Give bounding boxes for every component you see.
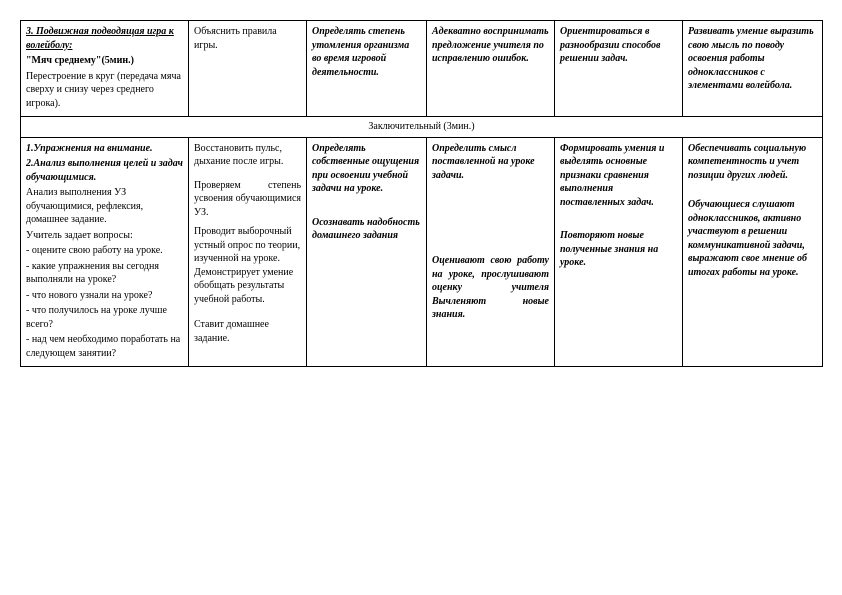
p1: Определить смысл поставленной на уроке з… xyxy=(432,143,535,181)
p1: Обеспечивать социальную компетентность и… xyxy=(688,143,806,181)
cell-activity: 1.Упражнения на внимание. 2.Анализ выпол… xyxy=(21,137,189,367)
line1: 1.Упражнения на внимание. xyxy=(26,143,153,154)
p3: Проводит выборочный устный опрос по теор… xyxy=(194,225,301,306)
p1: Анализ выполнения УЗ обучающимися, рефле… xyxy=(26,186,183,227)
p2: Осознавать надобность домашнего задания xyxy=(312,217,420,242)
text: Адекватно воспринимать предложение учите… xyxy=(432,26,549,64)
table-row: 1.Упражнения на внимание. 2.Анализ выпол… xyxy=(21,137,823,367)
cell-regulative: Определять степень утомления организма в… xyxy=(307,21,427,117)
p2: Повторяют новые полученные знания на уро… xyxy=(560,230,658,268)
text: Развивать умение выразить свою мысль по … xyxy=(688,26,814,91)
p2: Учитель задает вопросы: xyxy=(26,229,183,243)
activity-text: Перестроение в круг (передача мяча сверх… xyxy=(26,70,183,111)
cell-teacher: Восстановить пульс, дыхание после игры. … xyxy=(189,137,307,367)
cell-cognitive: Формировать умения и выделять основные п… xyxy=(555,137,683,367)
activity-title: 3. Подвижная подводящая игра к волейболу… xyxy=(26,26,174,51)
table-row: 3. Подвижная подводящая игра к волейболу… xyxy=(21,21,823,117)
section-header-cell: Заключительный (3мин.) xyxy=(21,117,823,138)
text: Определять степень утомления организма в… xyxy=(312,26,409,78)
p6: - что получилось на уроке лучше всего? xyxy=(26,304,183,331)
cell-communicative: Развивать умение выразить свою мысль по … xyxy=(683,21,823,117)
p2: Проверяем степень усвоения обучающимися … xyxy=(194,179,301,220)
cell-personal: Адекватно воспринимать предложение учите… xyxy=(427,21,555,117)
p1: Формировать умения и выделять основные п… xyxy=(560,143,664,208)
section-header-row: Заключительный (3мин.) xyxy=(21,117,823,138)
section-title: Заключительный (3мин.) xyxy=(368,121,474,132)
p5: - что нового узнали на уроке? xyxy=(26,289,183,303)
cell-activity: 3. Подвижная подводящая игра к волейболу… xyxy=(21,21,189,117)
activity-subtitle: "Мяч среднему"(5мин.) xyxy=(26,55,134,66)
p7: - над чем необходимо поработать на следу… xyxy=(26,333,183,360)
p4: - какие упражнения вы сегодня выполняли … xyxy=(26,260,183,287)
cell-personal: Определить смысл поставленной на уроке з… xyxy=(427,137,555,367)
text: Ориентироваться в разнообразии способов … xyxy=(560,26,660,64)
p4: Ставит домашнее задание. xyxy=(194,318,301,345)
cell-teacher: Объяснить правила игры. xyxy=(189,21,307,117)
p3: - оцените свою работу на уроке. xyxy=(26,244,183,258)
cell-communicative: Обеспечивать социальную компетентность и… xyxy=(683,137,823,367)
p2: Оценивают свою работу на уроке, прослуши… xyxy=(432,255,549,320)
text: Объяснить правила игры. xyxy=(194,26,277,51)
cell-regulative: Определять собственные ощущения при осво… xyxy=(307,137,427,367)
lesson-plan-table: 3. Подвижная подводящая игра к волейболу… xyxy=(20,20,823,367)
p2: Обучающиеся слушают одноклассников, акти… xyxy=(688,199,807,278)
p1: Восстановить пульс, дыхание после игры. xyxy=(194,142,301,169)
p1: Определять собственные ощущения при осво… xyxy=(312,143,419,195)
cell-cognitive: Ориентироваться в разнообразии способов … xyxy=(555,21,683,117)
line2: 2.Анализ выполнения целей и задач обучаю… xyxy=(26,158,183,183)
